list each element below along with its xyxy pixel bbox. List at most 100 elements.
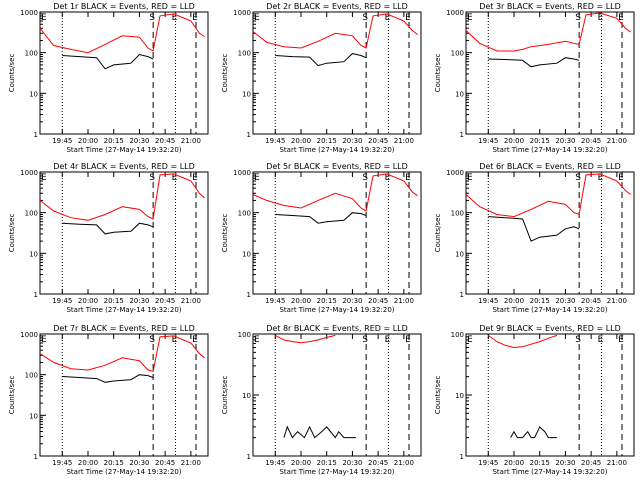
event-marker: S bbox=[149, 335, 155, 345]
plot-frame bbox=[39, 171, 209, 295]
y-tick-label: 10 bbox=[455, 392, 464, 400]
event-marker: E bbox=[254, 13, 260, 23]
x-tick-label: 19:45 bbox=[52, 459, 72, 467]
y-tick-label: 10 bbox=[29, 412, 38, 420]
x-tick-label: 20:45 bbox=[368, 137, 388, 145]
event-marker: S bbox=[362, 335, 368, 345]
x-tick-label: 20:00 bbox=[291, 297, 311, 305]
chart-title: Det 1r BLACK = Events, RED = LLD bbox=[53, 2, 195, 11]
y-tick-label: 1 bbox=[247, 291, 251, 299]
y-tick-label: 1 bbox=[34, 453, 38, 461]
events-series-line bbox=[275, 53, 367, 67]
x-tick-label: 20:15 bbox=[104, 459, 124, 467]
y-axis-label: Counts/sec bbox=[434, 376, 442, 415]
y-axis-label: Counts/sec bbox=[8, 54, 16, 93]
x-tick-label: 20:00 bbox=[78, 459, 98, 467]
x-tick-label: 20:15 bbox=[530, 459, 550, 467]
y-tick-label: 1 bbox=[247, 453, 251, 461]
x-tick-label: 19:45 bbox=[52, 137, 72, 145]
plot-frame bbox=[39, 333, 209, 457]
lld-series-line bbox=[39, 13, 205, 54]
event-marker: E bbox=[192, 173, 198, 183]
x-tick-label: 19:45 bbox=[265, 459, 285, 467]
x-tick-label: 20:00 bbox=[78, 137, 98, 145]
event-marker: E bbox=[405, 335, 411, 345]
x-tick-label: 20:15 bbox=[530, 297, 550, 305]
plot-frame bbox=[465, 11, 635, 135]
y-tick-label: 10 bbox=[29, 250, 38, 258]
lld-series-line bbox=[465, 12, 631, 52]
y-tick-label: 10 bbox=[455, 90, 464, 98]
y-axis-label: Counts/sec bbox=[221, 376, 229, 415]
lld-series-line bbox=[39, 335, 205, 373]
x-tick-label: 20:30 bbox=[555, 137, 575, 145]
x-tick-label: 21:00 bbox=[607, 459, 627, 467]
chart-title: Det 9r BLACK = Events, RED = LLD bbox=[479, 324, 621, 333]
events-series-line bbox=[62, 222, 154, 235]
events-series-line bbox=[62, 53, 154, 70]
x-axis-label: Start Time (27-May-14 19:32:20) bbox=[492, 468, 607, 476]
y-tick-label: 1 bbox=[247, 131, 251, 139]
event-marker: E bbox=[618, 173, 624, 183]
event-marker: E bbox=[598, 335, 604, 345]
y-tick-label: 10 bbox=[455, 250, 464, 258]
x-axis-label: Start Time (27-May-14 19:32:20) bbox=[66, 146, 181, 154]
chart-title: Det 3r BLACK = Events, RED = LLD bbox=[479, 2, 621, 11]
chart-title: Det 5r BLACK = Events, RED = LLD bbox=[266, 162, 408, 171]
chart-panel-2: Det 2r BLACK = Events, RED = LLD 1 10 100 10… bbox=[221, 2, 422, 154]
event-marker: E bbox=[618, 335, 624, 345]
y-tick-label: 100 bbox=[238, 331, 251, 339]
chart-panel-3: Det 3r BLACK = Events, RED = LLD 1 10 100 10… bbox=[434, 2, 635, 154]
chart-panel-4: Det 4r BLACK = Events, RED = LLD 1 10 100 10… bbox=[8, 162, 209, 314]
x-axis-label: Start Time (27-May-14 19:32:20) bbox=[66, 306, 181, 314]
chart-panel-8: Det 8r BLACK = Events, RED = LLD 1 10 100 Co… bbox=[221, 324, 422, 476]
chart-panel-7: Det 7r BLACK = Events, RED = LLD 1 10 100 10… bbox=[8, 324, 209, 476]
y-tick-label: 1000 bbox=[233, 169, 251, 177]
x-tick-label: 21:00 bbox=[181, 137, 201, 145]
events-series-line bbox=[283, 425, 356, 439]
x-tick-label: 21:00 bbox=[181, 459, 201, 467]
lld-series-line bbox=[275, 334, 336, 344]
x-tick-label: 20:30 bbox=[342, 137, 362, 145]
x-tick-label: 20:15 bbox=[104, 297, 124, 305]
x-tick-label: 20:30 bbox=[129, 297, 149, 305]
chart-title: Det 7r BLACK = Events, RED = LLD bbox=[53, 324, 195, 333]
x-tick-label: 20:30 bbox=[555, 459, 575, 467]
x-tick-label: 20:00 bbox=[504, 297, 524, 305]
y-tick-label: 1 bbox=[460, 453, 464, 461]
event-marker: E bbox=[467, 173, 473, 183]
x-tick-label: 20:15 bbox=[104, 137, 124, 145]
y-tick-label: 1000 bbox=[233, 9, 251, 17]
x-tick-label: 19:45 bbox=[478, 297, 498, 305]
plot-frame bbox=[252, 171, 422, 295]
event-marker: E bbox=[467, 335, 473, 345]
event-marker: E bbox=[192, 13, 198, 23]
x-tick-label: 19:45 bbox=[265, 137, 285, 145]
x-tick-label: 20:45 bbox=[155, 297, 175, 305]
event-marker: E bbox=[467, 13, 473, 23]
events-series-line bbox=[488, 216, 580, 242]
event-marker: E bbox=[254, 335, 260, 345]
event-marker: E bbox=[385, 335, 391, 345]
y-tick-label: 1000 bbox=[20, 169, 38, 177]
x-axis-label: Start Time (27-May-14 19:32:20) bbox=[279, 306, 394, 314]
plot-frame bbox=[252, 333, 422, 457]
y-tick-label: 1000 bbox=[446, 169, 464, 177]
y-axis-label: Counts/sec bbox=[434, 214, 442, 253]
y-tick-label: 100 bbox=[451, 50, 464, 58]
y-tick-label: 100 bbox=[451, 331, 464, 339]
x-tick-label: 20:45 bbox=[581, 137, 601, 145]
x-axis-label: Start Time (27-May-14 19:32:20) bbox=[279, 468, 394, 476]
x-axis-label: Start Time (27-May-14 19:32:20) bbox=[492, 306, 607, 314]
x-tick-label: 20:30 bbox=[129, 137, 149, 145]
event-marker: E bbox=[254, 173, 260, 183]
y-tick-label: 10 bbox=[242, 392, 251, 400]
x-tick-label: 20:30 bbox=[342, 459, 362, 467]
x-tick-label: 20:45 bbox=[155, 137, 175, 145]
event-marker: S bbox=[575, 13, 581, 23]
x-tick-label: 20:30 bbox=[555, 297, 575, 305]
lld-series-line bbox=[488, 334, 558, 349]
y-tick-label: 100 bbox=[238, 210, 251, 218]
